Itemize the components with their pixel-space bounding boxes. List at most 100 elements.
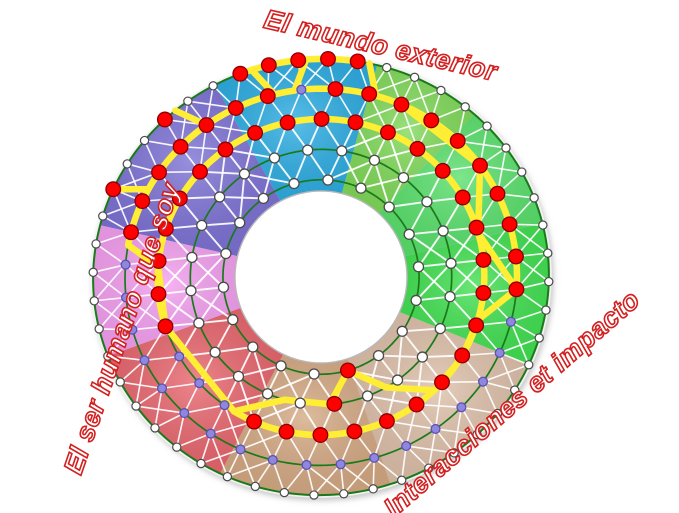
node [541, 305, 551, 315]
node [94, 324, 104, 334]
node [120, 259, 131, 270]
node [472, 429, 482, 440]
node-highlight [393, 96, 410, 113]
node-highlight [434, 374, 450, 391]
node [208, 81, 218, 91]
node [261, 388, 274, 400]
node [336, 145, 348, 157]
node [196, 219, 208, 232]
node [397, 171, 410, 184]
node [220, 247, 232, 260]
node-highlight [278, 423, 295, 440]
node-highlight [468, 317, 485, 334]
node [139, 135, 150, 146]
node [268, 152, 281, 164]
node-highlight [508, 281, 525, 298]
node [456, 402, 467, 413]
highlight-top-right-arc [304, 85, 405, 108]
node [544, 276, 554, 287]
node-highlight [320, 50, 336, 67]
node [288, 177, 300, 190]
node [257, 192, 270, 205]
node [294, 397, 306, 409]
node-highlight [489, 185, 506, 202]
node [410, 294, 422, 307]
node [193, 317, 205, 329]
node [219, 400, 230, 411]
node-highlight [198, 117, 215, 134]
node [179, 408, 190, 419]
node [91, 239, 101, 249]
node-highlight [150, 286, 167, 303]
node-highlight [151, 164, 167, 181]
node-highlight [501, 216, 518, 233]
node [505, 316, 516, 327]
node [383, 201, 395, 213]
node [267, 454, 278, 466]
node [275, 360, 287, 372]
node [482, 121, 492, 131]
node [131, 401, 141, 411]
node [412, 261, 425, 273]
highlight-bottom-arc [277, 415, 396, 439]
node [436, 85, 446, 96]
center-hole [234, 190, 408, 364]
node [396, 325, 408, 337]
node [430, 423, 441, 434]
node [186, 251, 198, 264]
node [88, 267, 98, 278]
node-highlight [361, 86, 378, 102]
node-highlight [339, 362, 356, 379]
node [396, 475, 407, 485]
node [174, 351, 185, 362]
node [122, 159, 132, 169]
node [247, 341, 259, 353]
node-highlight [434, 162, 451, 179]
node [250, 481, 260, 492]
node-highlight [134, 193, 151, 210]
node-highlight [279, 114, 296, 131]
node [103, 351, 113, 361]
node-highlight [260, 57, 277, 74]
node [301, 459, 312, 471]
node-highlight [380, 124, 396, 141]
node-highlight [475, 285, 492, 301]
node-highlight [227, 100, 244, 116]
node-highlight [171, 190, 188, 207]
node-highlight [454, 347, 471, 364]
node [227, 314, 239, 326]
node [391, 374, 404, 386]
node [238, 168, 251, 180]
node-highlight [246, 413, 262, 430]
node-highlight [349, 53, 366, 70]
node [538, 220, 548, 230]
node-highlight [468, 219, 485, 236]
node [213, 191, 226, 203]
node [335, 459, 346, 470]
node [234, 217, 246, 229]
node [355, 182, 367, 194]
node-highlight [475, 251, 492, 268]
node [127, 324, 138, 335]
node-highlight [449, 132, 466, 149]
node [372, 349, 385, 362]
node-highlight [123, 224, 140, 241]
node [322, 174, 334, 186]
node [510, 385, 520, 395]
node [185, 285, 197, 297]
node [172, 442, 182, 452]
node [368, 154, 381, 166]
node [460, 102, 470, 112]
node [217, 281, 230, 293]
node [416, 351, 429, 363]
node-highlight [347, 114, 364, 131]
node [183, 96, 193, 106]
node [368, 484, 378, 494]
node-highlight [259, 88, 276, 105]
node [222, 471, 233, 482]
node [302, 144, 314, 156]
node [534, 333, 544, 343]
node [529, 193, 539, 203]
